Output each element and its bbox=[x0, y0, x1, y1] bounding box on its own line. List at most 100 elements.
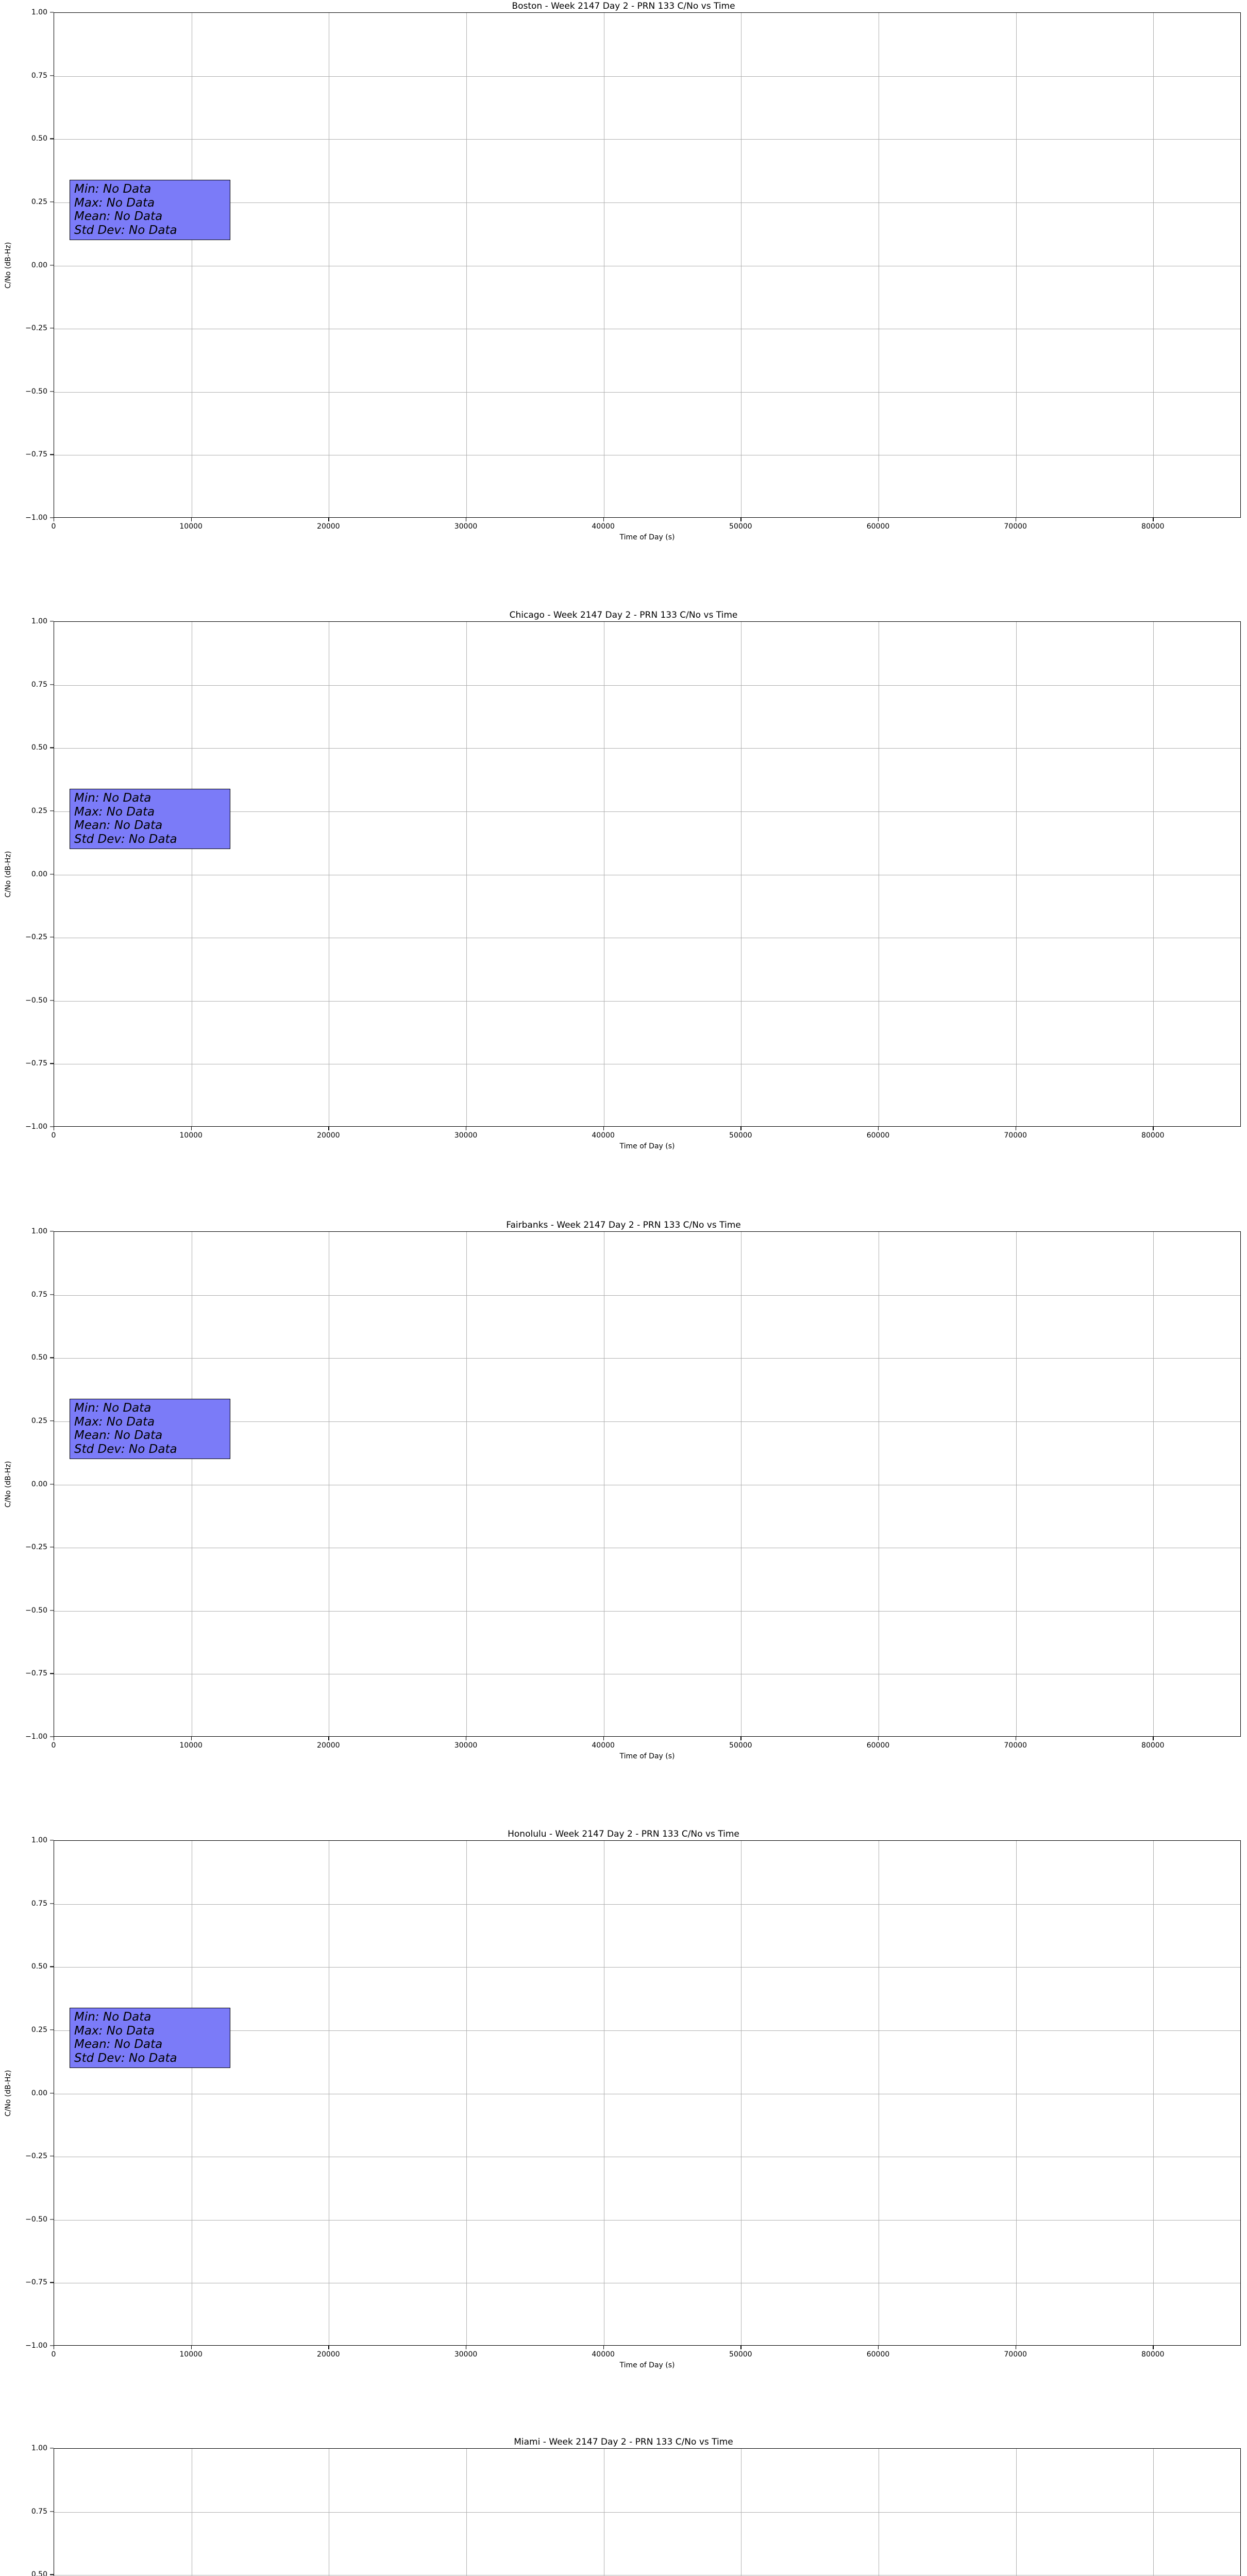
stats-annotation-box: Min: No Data Max: No Data Mean: No Data Std… bbox=[70, 789, 230, 850]
x-tick-label: 40000 bbox=[592, 1741, 615, 1750]
y-tick-label: 1.00 bbox=[31, 617, 47, 625]
x-tick-mark bbox=[878, 518, 879, 521]
y-tick-mark bbox=[50, 517, 54, 518]
x-tick-mark bbox=[740, 518, 742, 521]
stats-line-std: Std Dev: No Data bbox=[74, 832, 177, 846]
gridline-vertical bbox=[466, 1232, 467, 1736]
subplot-boston: Boston - Week 2147 Day 2 - PRN 133 C/No … bbox=[0, 0, 1247, 602]
stats-annotation-box: Min: No Data Max: No Data Mean: No Data Std… bbox=[70, 2008, 230, 2069]
x-tick-mark bbox=[191, 1737, 192, 1740]
y-tick-mark bbox=[50, 1903, 54, 1904]
x-tick-label: 50000 bbox=[729, 1131, 752, 1140]
gridline-horizontal bbox=[54, 202, 1240, 203]
x-tick-label: 0 bbox=[51, 522, 56, 531]
y-tick-label: 0.50 bbox=[31, 1962, 47, 1971]
x-tick-mark bbox=[603, 518, 604, 521]
subplot-title: Chicago - Week 2147 Day 2 - PRN 133 C/No… bbox=[509, 610, 738, 620]
x-tick-mark bbox=[878, 2346, 879, 2349]
y-tick-mark bbox=[50, 2282, 54, 2283]
x-tick-label: 10000 bbox=[179, 522, 203, 531]
x-tick-mark bbox=[878, 1737, 879, 1740]
subplot-chicago: Chicago - Week 2147 Day 2 - PRN 133 C/No… bbox=[0, 609, 1247, 1211]
stats-line-mean: Mean: No Data bbox=[74, 210, 163, 224]
stats-line-min: Min: No Data bbox=[74, 2010, 151, 2024]
y-tick-label: 0.75 bbox=[31, 2507, 47, 2516]
gridline-vertical bbox=[1016, 1232, 1017, 1736]
x-tick-label: 40000 bbox=[592, 522, 615, 531]
x-tick-label: 60000 bbox=[866, 1131, 890, 1140]
y-tick-mark bbox=[50, 810, 54, 811]
x-tick-mark bbox=[740, 1737, 742, 1740]
stats-line-mean: Mean: No Data bbox=[74, 2038, 163, 2052]
x-tick-mark bbox=[328, 1127, 329, 1130]
y-tick-mark bbox=[50, 2511, 54, 2512]
plot-area bbox=[54, 12, 1241, 518]
y-tick-label: −0.25 bbox=[25, 1543, 47, 1552]
plot-area bbox=[54, 2448, 1241, 2576]
stats-line-std: Std Dev: No Data bbox=[74, 223, 177, 237]
y-tick-mark bbox=[50, 1063, 54, 1064]
y-tick-label: 0.50 bbox=[31, 1353, 47, 1362]
y-tick-label: 0.25 bbox=[31, 2025, 47, 2034]
x-tick-mark bbox=[328, 2346, 329, 2349]
y-tick-label: 1.00 bbox=[31, 1836, 47, 1844]
x-tick-label: 50000 bbox=[729, 2350, 752, 2359]
y-tick-mark bbox=[50, 1736, 54, 1737]
gridline-horizontal bbox=[54, 1001, 1240, 1002]
x-axis-label: Time of Day (s) bbox=[619, 1752, 675, 1760]
subplot-title: Miami - Week 2147 Day 2 - PRN 133 C/No v… bbox=[514, 2437, 733, 2447]
y-tick-label: 0.75 bbox=[31, 1290, 47, 1299]
subplot-title: Fairbanks - Week 2147 Day 2 - PRN 133 C/… bbox=[506, 1220, 741, 1230]
stats-line-max: Max: No Data bbox=[74, 805, 155, 819]
y-tick-label: 0.00 bbox=[31, 2089, 47, 2097]
gridline-horizontal bbox=[54, 139, 1240, 140]
y-tick-mark bbox=[50, 75, 54, 76]
y-tick-mark bbox=[50, 454, 54, 455]
y-tick-label: 1.00 bbox=[31, 1227, 47, 1235]
stats-line-min: Min: No Data bbox=[74, 182, 151, 196]
x-tick-mark bbox=[740, 1127, 742, 1130]
gridline-horizontal bbox=[54, 685, 1240, 686]
x-tick-label: 60000 bbox=[866, 2350, 890, 2359]
gridline-horizontal bbox=[54, 1421, 1240, 1422]
stats-line-max: Max: No Data bbox=[74, 1415, 155, 1429]
x-tick-label: 70000 bbox=[1004, 1741, 1027, 1750]
gridline-vertical bbox=[1016, 1841, 1017, 2345]
gridline-horizontal bbox=[54, 1967, 1240, 1968]
x-tick-label: 30000 bbox=[454, 522, 478, 531]
x-tick-label: 20000 bbox=[317, 1741, 340, 1750]
y-axis-label: C/No (dB-Hz) bbox=[4, 2070, 12, 2116]
y-tick-label: −0.25 bbox=[25, 324, 47, 333]
gridline-vertical bbox=[741, 1841, 742, 2345]
gridline-vertical bbox=[466, 2449, 467, 2576]
y-tick-mark bbox=[50, 2029, 54, 2030]
gridline-vertical bbox=[1016, 622, 1017, 1126]
x-tick-label: 80000 bbox=[1141, 1741, 1165, 1750]
y-tick-label: 0.00 bbox=[31, 261, 47, 269]
stats-line-std: Std Dev: No Data bbox=[74, 2051, 177, 2065]
gridline-vertical bbox=[1153, 1841, 1154, 2345]
x-tick-label: 0 bbox=[51, 1131, 56, 1140]
x-tick-label: 70000 bbox=[1004, 2350, 1027, 2359]
y-tick-mark bbox=[50, 1610, 54, 1611]
x-tick-label: 80000 bbox=[1141, 522, 1165, 531]
gridline-horizontal bbox=[54, 2030, 1240, 2031]
y-tick-mark bbox=[50, 1126, 54, 1127]
x-tick-label: 80000 bbox=[1141, 2350, 1165, 2359]
plot-area bbox=[54, 1840, 1241, 2346]
subplot-miami: Miami - Week 2147 Day 2 - PRN 133 C/No v… bbox=[0, 2436, 1247, 2576]
x-tick-label: 10000 bbox=[179, 2350, 203, 2359]
y-tick-label: 0.25 bbox=[31, 1416, 47, 1425]
y-axis-label: C/No (dB-Hz) bbox=[4, 851, 12, 897]
y-tick-mark bbox=[50, 1294, 54, 1295]
x-tick-mark bbox=[603, 2346, 604, 2349]
x-tick-label: 0 bbox=[51, 2350, 56, 2359]
stats-annotation-box: Min: No Data Max: No Data Mean: No Data Std… bbox=[70, 180, 230, 241]
gridline-horizontal bbox=[54, 76, 1240, 77]
gridline-horizontal bbox=[54, 2512, 1240, 2513]
y-axis-label: C/No (dB-Hz) bbox=[4, 1461, 12, 1507]
y-tick-label: 0.50 bbox=[31, 743, 47, 752]
y-tick-label: −0.75 bbox=[25, 1059, 47, 1068]
y-tick-mark bbox=[50, 201, 54, 202]
